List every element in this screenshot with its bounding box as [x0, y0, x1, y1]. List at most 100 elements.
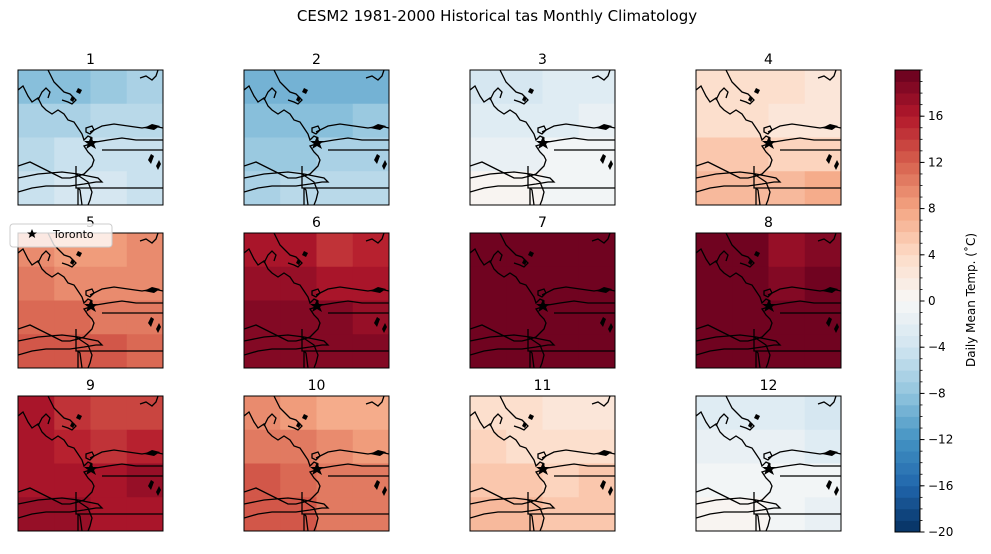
heatmap-cell: [316, 233, 354, 268]
colorbar-segment: [895, 301, 920, 313]
map-panel-4: 4: [695, 52, 842, 206]
panel-frame: [695, 395, 842, 532]
heatmap-cell: [352, 429, 389, 464]
heatmap-cell: [280, 300, 317, 335]
heatmap-cell: [578, 70, 615, 105]
heatmap-cell: [804, 70, 841, 105]
heatmap-cell: [90, 103, 128, 138]
map-panel-10: 10: [243, 378, 390, 532]
colorbar-tick-label: −16: [928, 479, 953, 493]
figure-title: CESM2 1981-2000 Historical tas Monthly C…: [297, 7, 697, 25]
heatmap-cell: [506, 463, 543, 498]
colorbar-tick-label: 0: [928, 294, 936, 308]
heatmap-cell: [90, 266, 128, 301]
heatmap-cell: [470, 103, 507, 138]
heatmap-cell: [506, 137, 543, 172]
colorbar-segment: [895, 404, 920, 417]
colorbar-label: Daily Mean Temp. (˚C): [963, 233, 978, 367]
map-panel-3: 3: [469, 52, 616, 206]
heatmap-cell: [768, 266, 806, 301]
colorbar-tick-label: −4: [928, 340, 946, 354]
heatmap-cell: [90, 70, 128, 105]
colorbar-segment: [895, 428, 920, 440]
legend: Toronto: [9, 223, 113, 248]
heatmap-cell: [352, 70, 389, 105]
colorbar-segment: [895, 370, 920, 383]
colorbar-tick-label: 12: [928, 155, 943, 169]
heatmap-cell: [578, 266, 615, 301]
panel-frame: [469, 69, 616, 206]
colorbar-segment: [895, 335, 920, 348]
map-panels: 1 2 3 45 6 7 89 10 11 12: [17, 52, 842, 532]
panel-title: 6: [312, 215, 321, 231]
heatmap-cell: [316, 429, 354, 464]
heatmap-cell: [90, 429, 128, 464]
heatmap-cell: [316, 300, 354, 335]
heatmap-cell: [352, 233, 389, 268]
colorbar-segment: [895, 104, 920, 117]
heatmap-cell: [54, 137, 91, 172]
heatmap-cell: [244, 103, 281, 138]
colorbar-segment: [895, 266, 920, 279]
heatmap-cell: [768, 70, 806, 105]
colorbar-segment: [895, 93, 920, 106]
heatmap-cell: [768, 233, 806, 268]
heatmap-cell: [470, 266, 507, 301]
heatmap-cell: [804, 233, 841, 268]
panel-title: 3: [538, 52, 547, 68]
colorbar-segment: [895, 439, 920, 452]
heatmap-cell: [768, 103, 806, 138]
heatmap-cell: [542, 103, 580, 138]
heatmap-cell: [90, 396, 128, 431]
panel-title: 12: [760, 378, 778, 394]
heatmap-cell: [732, 137, 769, 172]
heatmap-cell: [804, 103, 841, 138]
colorbar-segment: [895, 197, 920, 209]
heatmap-cell: [768, 396, 806, 431]
map-panel-1: 1: [17, 52, 164, 206]
heatmap-cell: [316, 137, 354, 172]
colorbar-segment: [895, 451, 920, 464]
heatmap-cell: [126, 103, 163, 138]
heatmap-cell: [90, 137, 128, 172]
colorbar-segment: [895, 277, 920, 290]
colorbar-segment: [895, 220, 920, 233]
colorbar-tick-label: −8: [928, 386, 946, 400]
panel-frame: [695, 232, 842, 369]
heatmap-cell: [352, 103, 389, 138]
heatmap-cell: [542, 300, 580, 335]
heatmap-cell: [506, 300, 543, 335]
panel-frame: [695, 69, 842, 206]
heatmap-cell: [768, 463, 806, 498]
heatmap-cell: [18, 137, 55, 172]
colorbar-segment: [895, 243, 920, 256]
heatmap-cell: [126, 233, 163, 268]
heatmap-cell: [352, 396, 389, 431]
heatmap-cell: [244, 266, 281, 301]
star-icon: [27, 229, 37, 238]
panel-frame: [243, 232, 390, 369]
colorbar-segment: [895, 162, 920, 175]
heatmap-cell: [126, 266, 163, 301]
colorbar-segment: [895, 70, 920, 82]
colorbar-tick-label: 8: [928, 202, 936, 216]
panel-frame: [17, 395, 164, 532]
heatmap-cell: [542, 429, 580, 464]
colorbar-segment: [895, 254, 920, 267]
heatmap-cell: [768, 300, 806, 335]
heatmap-cell: [316, 396, 354, 431]
heatmap-cell: [54, 300, 91, 335]
colorbar-segment: [895, 520, 920, 533]
map-panel-7: 7: [469, 215, 616, 369]
heatmap-cell: [542, 463, 580, 498]
heatmap-cell: [732, 463, 769, 498]
panel-frame: [17, 69, 164, 206]
heatmap-cell: [470, 137, 507, 172]
colorbar-segment: [895, 127, 920, 140]
heatmap-cell: [542, 266, 580, 301]
heatmap-cell: [90, 463, 128, 498]
heatmap-cell: [578, 233, 615, 268]
heatmap-cell: [696, 463, 733, 498]
panel-frame: [469, 395, 616, 532]
colorbar-segment: [895, 381, 920, 394]
